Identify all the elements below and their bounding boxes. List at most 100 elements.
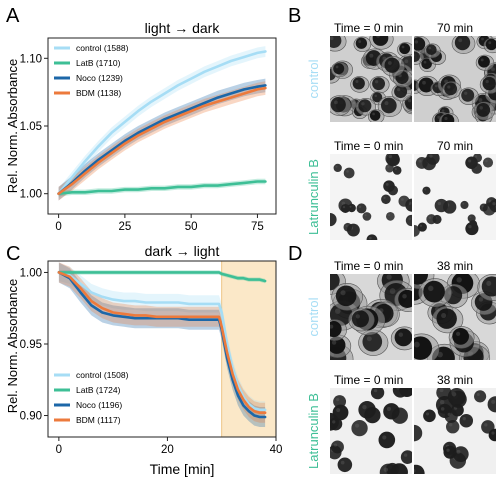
cell: [460, 200, 469, 210]
cell-highlight: [441, 109, 445, 112]
cell: [444, 409, 458, 423]
cell-highlight: [422, 80, 426, 85]
cell: [414, 37, 426, 51]
cell: [399, 43, 411, 55]
cell: [330, 97, 346, 113]
image-time-label-right: 70 min: [437, 139, 473, 153]
series-line-3: [57, 271, 267, 414]
cell-highlight: [397, 87, 401, 92]
cell: [394, 85, 408, 99]
cell: [423, 280, 445, 303]
cell-highlight: [403, 453, 408, 457]
cell: [392, 165, 402, 175]
cell: [465, 156, 478, 170]
cell-highlight: [491, 431, 495, 435]
cell-highlight: [369, 53, 374, 58]
cell-highlight: [325, 417, 329, 421]
cell: [414, 424, 423, 442]
panel-label-c: C: [6, 243, 20, 265]
cell: [351, 310, 369, 328]
cell: [330, 321, 342, 338]
cell-highlight: [387, 61, 392, 65]
micrograph-cells: [325, 388, 412, 474]
cell-highlight: [456, 331, 461, 336]
cell-highlight: [407, 98, 412, 103]
cell-highlight: [342, 205, 346, 209]
cell: [443, 445, 457, 459]
cell-highlight: [355, 80, 359, 84]
cell-highlight: [449, 423, 453, 427]
cell-highlight: [349, 205, 352, 208]
image-row-side-label: Latrunculin B: [306, 159, 321, 235]
cell-highlight: [340, 290, 346, 296]
cell-highlight: [439, 388, 444, 393]
cell-highlight: [481, 37, 484, 41]
cell-highlight: [330, 36, 334, 41]
cell-highlight: [447, 85, 451, 89]
cell-highlight: [398, 332, 404, 337]
cell: [372, 92, 383, 103]
cell-highlight: [383, 467, 388, 472]
cell-highlight: [383, 196, 386, 200]
micrograph-cells: [330, 274, 412, 360]
cell-highlight: [373, 388, 378, 393]
cell: [417, 222, 427, 232]
x-tick-label: 25: [118, 221, 131, 233]
panel-label-d: D: [288, 243, 302, 265]
cell-highlight: [485, 159, 488, 163]
cell-highlight: [418, 159, 422, 163]
cell-highlight: [387, 165, 390, 168]
micrograph-cells: [414, 36, 496, 122]
cell-highlight: [462, 416, 466, 421]
cell: [362, 331, 383, 352]
cell: [488, 428, 496, 442]
cell: [381, 194, 391, 205]
cell-highlight: [456, 449, 461, 454]
cell: [487, 396, 496, 413]
chart-a-title: light → dark: [145, 20, 221, 36]
cell: [378, 431, 396, 449]
cell: [372, 77, 386, 91]
cell-highlight: [336, 398, 340, 402]
legend-label-2: Noco (1239): [76, 73, 123, 83]
cell-highlight: [486, 280, 492, 286]
cell: [343, 167, 355, 179]
cell-highlight: [474, 155, 478, 158]
cell-highlight: [488, 199, 492, 203]
series-line-1: [57, 271, 267, 283]
cell: [383, 403, 400, 420]
cell: [352, 77, 365, 90]
cell-highlight: [414, 468, 416, 473]
cell: [330, 36, 342, 48]
cell-highlight: [396, 388, 400, 390]
cell: [422, 186, 431, 195]
cell-highlight: [479, 106, 483, 110]
series-line-2: [57, 84, 267, 195]
cell-highlight: [345, 224, 348, 227]
cell: [414, 464, 425, 474]
series-band-0: [58, 263, 266, 419]
cell-highlight: [361, 102, 365, 106]
cell-highlight: [335, 165, 338, 168]
cell: [482, 76, 496, 91]
cell-highlight: [414, 274, 416, 275]
cell-highlight: [414, 54, 415, 57]
cell: [380, 97, 397, 114]
legend-label-2: Noco (1196): [76, 400, 122, 410]
micrograph-cells: [327, 36, 412, 122]
micrograph-cells: [414, 154, 496, 237]
cell: [330, 417, 343, 431]
cell-highlight: [385, 182, 389, 186]
cell: [366, 234, 378, 240]
cell-highlight: [387, 213, 391, 217]
cell-highlight: [327, 71, 330, 74]
chart-dark-to-light: dark → light Rel. Norm. Absorbance Time …: [5, 243, 282, 477]
series-line-1: [57, 180, 267, 195]
cell-highlight: [414, 341, 420, 348]
series-line-0: [57, 271, 267, 412]
cell: [446, 420, 460, 434]
cell-highlight: [447, 412, 451, 416]
x-tick-label: 0: [56, 444, 62, 456]
cell: [474, 390, 487, 403]
cell: [398, 195, 410, 207]
